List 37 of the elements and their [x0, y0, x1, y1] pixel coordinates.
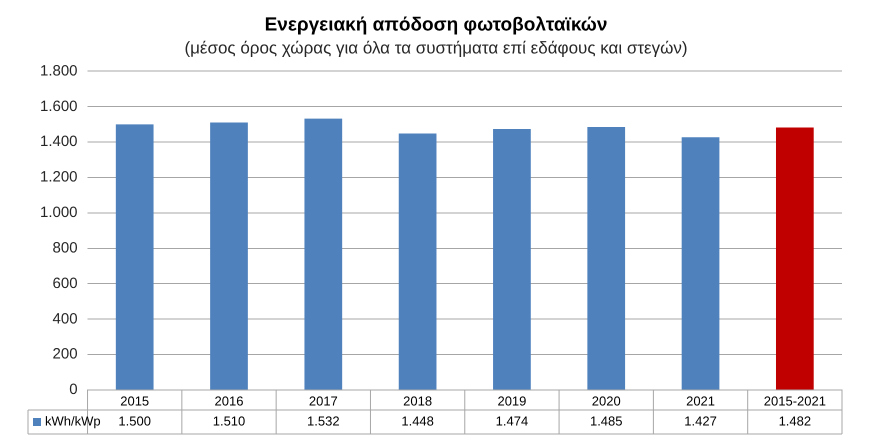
- bar: [682, 137, 720, 390]
- x-tick-label: 2017: [308, 393, 338, 408]
- chart-title: Ενεργειακή απόδοση φωτοβολταϊκών: [264, 14, 608, 36]
- y-tick-label: 1.000: [40, 204, 78, 222]
- y-tick-label: 400: [52, 310, 78, 328]
- bar: [398, 134, 436, 390]
- x-tick-label: 2015-2021: [764, 393, 826, 408]
- data-label: 1.474: [496, 414, 528, 429]
- data-label: 1.510: [212, 414, 246, 429]
- x-tick-label: 2018: [403, 393, 432, 408]
- bar: [587, 126, 626, 390]
- data-label: 1.485: [590, 414, 623, 429]
- y-tick-label: 0: [69, 381, 78, 398]
- chart-subtitle: (μέσος όρος χώρας για όλα τα συστήματα επί εδάφους και στεγών): [184, 38, 688, 58]
- data-label: 1.532: [307, 414, 340, 429]
- data-label: 1.427: [684, 414, 717, 429]
- data-label: 1.448: [401, 414, 434, 429]
- x-tick-label: 2016: [214, 393, 244, 408]
- bar: [493, 128, 531, 390]
- x-tick-label: 2021: [686, 393, 715, 408]
- x-tick-label: 2019: [497, 393, 526, 408]
- x-tick-label: 2015: [120, 393, 150, 408]
- y-tick-label: 1.400: [40, 133, 78, 150]
- bar: [210, 122, 248, 390]
- x-tick-label: 2020: [592, 393, 621, 408]
- y-tick-label: 600: [52, 274, 78, 292]
- bar: [776, 128, 814, 390]
- y-tick-label: 1.800: [40, 62, 78, 80]
- y-tick-label: 1.200: [40, 168, 78, 186]
- data-label: 1.482: [778, 414, 812, 429]
- legend-label: kWh/kWp: [45, 414, 101, 429]
- data-label: 1.500: [118, 414, 151, 429]
- y-tick-label: 1.600: [40, 98, 78, 115]
- y-tick-label: 800: [52, 239, 78, 256]
- y-tick-label: 200: [52, 346, 78, 363]
- bar: [116, 124, 154, 390]
- bar: [304, 118, 342, 390]
